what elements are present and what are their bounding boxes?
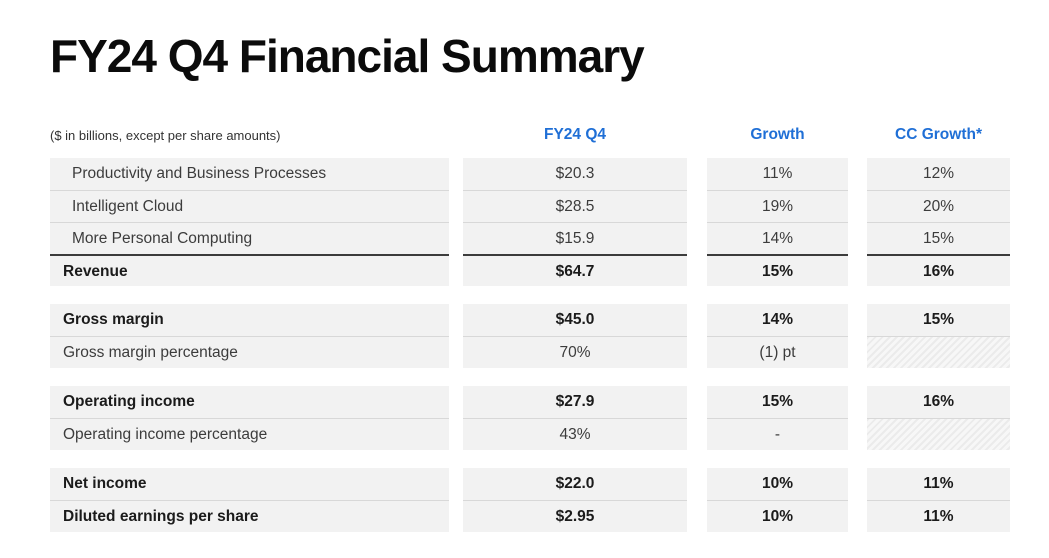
- cell-cc-growth: 15%: [867, 222, 1010, 254]
- cell-value: 70%: [463, 336, 687, 368]
- table-row: Gross margin percentage 70% (1) pt: [50, 336, 1010, 368]
- cell-value: $20.3: [463, 158, 687, 190]
- cell-label: Revenue: [50, 254, 449, 286]
- cell-value: $28.5: [463, 190, 687, 222]
- table-row: Revenue $64.7 15% 16%: [50, 254, 1010, 286]
- cell-value: 43%: [463, 418, 687, 450]
- cell-label: Intelligent Cloud: [50, 190, 449, 222]
- cell-growth: 15%: [707, 386, 848, 418]
- table-row: Productivity and Business Processes $20.…: [50, 158, 1010, 190]
- table-row: Gross margin $45.0 14% 15%: [50, 304, 1010, 336]
- cell-value: $27.9: [463, 386, 687, 418]
- cell-value: $22.0: [463, 468, 687, 500]
- financial-summary-table: ($ in billions, except per share amounts…: [50, 120, 1010, 532]
- table-header-row: ($ in billions, except per share amounts…: [50, 120, 1010, 144]
- cell-growth: 19%: [707, 190, 848, 222]
- cell-cc-growth: 20%: [867, 190, 1010, 222]
- cell-cc-growth: 11%: [867, 468, 1010, 500]
- column-header-cc-growth: CC Growth*: [895, 126, 982, 143]
- cell-cc-growth: 12%: [867, 158, 1010, 190]
- cell-growth: (1) pt: [707, 336, 848, 368]
- cell-label: Gross margin percentage: [50, 336, 449, 368]
- cell-value: $15.9: [463, 222, 687, 254]
- cell-growth: 14%: [707, 222, 848, 254]
- cell-growth: 15%: [707, 254, 848, 286]
- table-row: Intelligent Cloud $28.5 19% 20%: [50, 190, 1010, 222]
- cell-label: Gross margin: [50, 304, 449, 336]
- row-group: Productivity and Business Processes $20.…: [50, 158, 1010, 286]
- row-group: Net income $22.0 10% 11% Diluted earning…: [50, 468, 1010, 532]
- column-header-growth: Growth: [750, 126, 805, 143]
- cell-cc-growth: 16%: [867, 386, 1010, 418]
- table-row: Net income $22.0 10% 11%: [50, 468, 1010, 500]
- cell-growth: 14%: [707, 304, 848, 336]
- page-title: FY24 Q4 Financial Summary: [50, 30, 645, 82]
- cell-cc-growth: 16%: [867, 254, 1010, 286]
- table-row: Operating income percentage 43% -: [50, 418, 1010, 450]
- cell-label: Net income: [50, 468, 449, 500]
- cell-growth: 11%: [707, 158, 848, 190]
- cell-label: Operating income: [50, 386, 449, 418]
- cell-label: Productivity and Business Processes: [50, 158, 449, 190]
- hatched-cell: [867, 418, 1010, 450]
- cell-label: Operating income percentage: [50, 418, 449, 450]
- cell-label: More Personal Computing: [50, 222, 449, 254]
- cell-cc-growth: 15%: [867, 304, 1010, 336]
- column-header-fy24-q4: FY24 Q4: [543, 126, 607, 143]
- cell-growth: 10%: [707, 468, 848, 500]
- table-row: Diluted earnings per share $2.95 10% 11%: [50, 500, 1010, 532]
- table-body: Productivity and Business Processes $20.…: [50, 158, 1010, 532]
- cell-growth: 10%: [707, 500, 848, 532]
- cell-growth: -: [707, 418, 848, 450]
- cell-value: $45.0: [463, 304, 687, 336]
- cell-value: $64.7: [463, 254, 687, 286]
- cell-label: Diluted earnings per share: [50, 500, 449, 532]
- cell-value: $2.95: [463, 500, 687, 532]
- table-row: Operating income $27.9 15% 16%: [50, 386, 1010, 418]
- cell-cc-growth: 11%: [867, 500, 1010, 532]
- units-note: ($ in billions, except per share amounts…: [50, 128, 281, 143]
- hatched-cell: [867, 336, 1010, 368]
- table-row: More Personal Computing $15.9 14% 15%: [50, 222, 1010, 254]
- row-group: Gross margin $45.0 14% 15% Gross margin …: [50, 304, 1010, 368]
- row-group: Operating income $27.9 15% 16% Operating…: [50, 386, 1010, 450]
